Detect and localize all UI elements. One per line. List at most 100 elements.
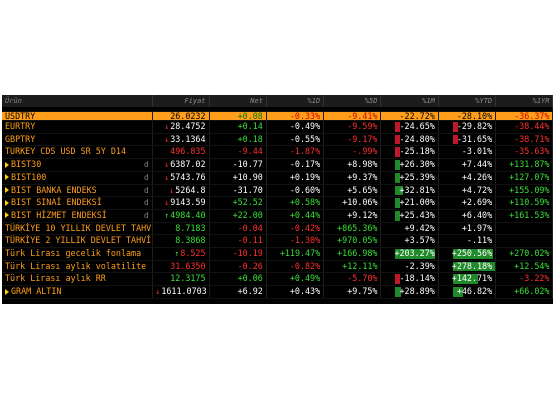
expand-triangle-icon[interactable] [5,212,9,219]
change-5d-cell: +10.06% [323,196,382,210]
column-header-ytd[interactable]: %YTD [438,95,497,107]
column-header-price[interactable]: Fiyat [152,95,210,107]
change-5d-cell: +8.98% [323,158,382,172]
price-value: 8.525 [180,248,206,259]
delayed-flag: d [143,198,149,208]
change-value: +278.18% [451,260,493,271]
table-row[interactable]: EURTRY ↓28.4752 +0.14 -0.49% -9.59% -24.65% -2… [2,120,554,134]
change-1m-cell: -2.39% [380,260,439,274]
change-value: -29.82% [456,121,493,131]
change-value: +119.47% [279,248,321,259]
expand-triangle-icon[interactable] [5,187,9,194]
change-1d-cell: -1.30% [266,234,325,249]
column-header-1yr[interactable]: %1YR [495,95,554,107]
change-value: -9.41% [347,111,378,121]
change-1yr-cell: -3.22% [495,272,554,287]
table-row[interactable]: GBPTRY ↓33.1364 +0.18 -0.55% -9.17% -24.80% -3… [2,133,554,147]
net-change-cell: +22.00 [209,209,267,223]
change-value: +8.98% [347,159,378,170]
change-value: +142.71% [451,273,493,284]
change-1yr-cell: +131.87% [495,158,554,172]
table-row[interactable]: GRAM ALTIN ↓1611.0703 +6.92 +0.43% +9.75% +28… [2,285,554,299]
change-5d-cell: -9.17% [323,133,382,147]
change-bar [452,274,478,285]
instrument-name-cell[interactable]: Türk Lirası gecelik fonlama [2,247,153,261]
change-value: -0.82% [289,260,321,271]
change-ytd-cell: -29.82% [438,120,497,134]
expand-triangle-icon[interactable] [5,199,9,206]
table-row[interactable]: BIST BANKA ENDEKS d ↓5264.8 -31.70 -0.60% +5.… [2,184,554,198]
instrument-name-cell[interactable]: GRAM ALTIN [2,285,153,299]
change-bar [452,134,458,145]
change-1d-cell: +119.47% [266,247,325,261]
change-5d-cell: -9.41% [323,111,382,121]
net-change-cell: +6.92 [209,285,267,299]
change-value: +0.14 [237,121,263,131]
table-row[interactable]: BIST SINAİ ENDEKSİ d ↓9143.59 +52.52 +0.58% +… [2,196,554,210]
table-row[interactable]: BIST HİZMET ENDEKSİ d ↑4984.40 +22.00 +0.44%… [2,209,554,223]
change-value: -0.11 [237,235,263,246]
expand-triangle-icon[interactable] [5,288,9,295]
table-row[interactable]: USDTRY 26.0232 +0.08 -0.33% -9.41% -22.72% -28… [2,111,554,121]
instrument-name-cell[interactable]: BIST HİZMET ENDEKSİ d [2,209,153,223]
table-row[interactable]: TURKEY CDS USD SR 5Y D14 496.835 -9.44 -1.8… [2,145,554,160]
instrument-name-cell[interactable]: BIST BANKA ENDEKS d [2,184,153,198]
instrument-name-cell[interactable]: BIST SINAİ ENDEKSİ d [2,196,153,210]
table-row[interactable]: TÜRKİYE 2 YILLIK DEVLET TAHVİLİ 8.3868 -0.… [2,234,554,249]
column-header-1m[interactable]: %1M [380,95,439,107]
price-cell: 26.0232 [152,111,210,121]
change-value: +0.58% [289,197,321,208]
change-1d-cell: -0.17% [266,158,325,172]
change-value: +12.11% [342,260,378,271]
change-bar [395,147,401,158]
price-value: 6387.02 [170,159,206,170]
instrument-name-cell[interactable]: EURTRY [2,120,153,134]
change-ytd-cell: -28.10% [438,111,497,121]
instrument-name-cell[interactable]: Türk Lirası aylık volatilite [2,260,153,274]
column-header-name[interactable]: Ürün [2,95,153,107]
change-value: +6.40% [461,209,493,220]
change-value: +127.07% [509,171,550,182]
instrument-name-cell[interactable]: TURKEY CDS USD SR 5Y D14 [2,145,153,160]
change-value: -31.65% [456,133,493,144]
change-value: +25.43% [399,209,435,220]
change-value: +0.19% [289,171,321,182]
header-row: Ürün Fiyat Net %1D %5D %1M %YTD %1YR [2,95,554,107]
change-1d-cell: +0.43% [266,285,325,299]
expand-triangle-icon[interactable] [5,174,9,181]
change-value: -0.55% [289,133,321,144]
table-row[interactable]: Türk Lirası aylık volatilite 31.6350 -0.26… [2,260,554,274]
change-value: -2.39% [404,260,435,271]
table-row[interactable]: Türk Lirası gecelik fonlama ↑8.525 -10.19 +… [2,247,554,261]
change-1m-cell: -24.80% [380,133,439,147]
net-change-cell: +0.14 [209,120,267,134]
column-header-1d[interactable]: %1D [266,95,325,107]
change-bar [452,249,493,259]
change-bar [395,172,401,183]
table-row[interactable]: Türk Lirası aylık RR 12.3175 +0.06 +0.49% -5… [2,272,554,287]
instrument-name-cell[interactable]: BIST30 d [2,158,153,172]
instrument-name-cell[interactable]: BIST100 d [2,171,153,185]
instrument-name-cell[interactable]: Türk Lirası aylık RR [2,272,153,287]
instrument-name-cell[interactable]: GBPTRY [2,133,153,147]
arrow-up-icon: ↑ [164,210,170,220]
arrow-up-icon: ↑ [174,249,180,259]
change-1yr-cell: -36.37% [495,111,554,121]
column-header-net[interactable]: Net [209,95,267,107]
change-5d-cell: +9.37% [323,171,382,185]
change-value: +131.87% [509,159,550,170]
column-header-5d[interactable]: %5D [323,95,382,107]
expand-triangle-icon[interactable] [5,161,9,168]
table-row[interactable]: TÜRKİYE 10 YILLIK DEVLET TAHVİLİ 8.7183 -0… [2,222,554,236]
instrument-name-cell[interactable]: TÜRKİYE 10 YILLIK DEVLET TAHVİLİ [2,222,153,236]
change-bar [395,134,401,145]
change-value: +10.06% [342,197,378,208]
table-row[interactable]: BIST100 d ↓5743.76 +10.90 +0.19% +9.37% +25.39… [2,171,554,185]
change-1yr-cell [495,222,554,236]
change-value: -31.70 [232,184,263,195]
instrument-name-cell[interactable]: USDTRY [2,111,153,121]
table-row[interactable]: BIST30 d ↓6387.02 -10.77 -0.17% +8.98% +26.30%… [2,158,554,172]
change-value: -3.22% [519,273,550,284]
instrument-name-cell[interactable]: TÜRKİYE 2 YILLIK DEVLET TAHVİLİ [2,234,153,249]
change-value: +52.52 [232,197,263,208]
